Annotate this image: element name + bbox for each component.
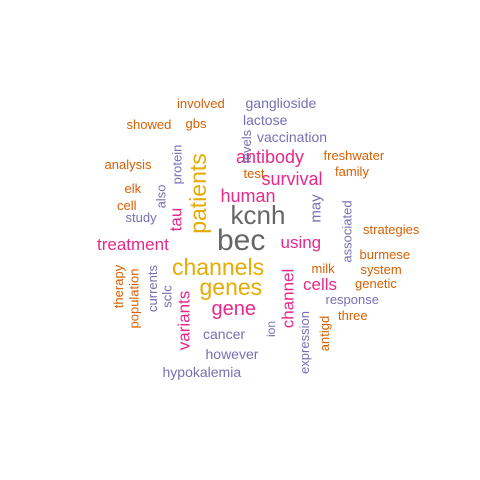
word-three: three xyxy=(338,307,368,323)
word-genetic: genetic xyxy=(355,275,397,291)
word-bec: bec xyxy=(217,224,266,257)
word-however: however xyxy=(205,346,259,362)
word-human: human xyxy=(220,186,276,206)
word-burmese: burmese xyxy=(359,246,411,262)
word-analysis: analysis xyxy=(104,156,152,172)
word-protein: protein xyxy=(169,144,185,184)
word-elk: elk xyxy=(124,180,142,196)
word-ganglioside: ganglioside xyxy=(245,95,317,111)
word-antigd: antigd xyxy=(316,315,332,351)
word-treatment: treatment xyxy=(97,234,169,254)
word-population: population xyxy=(126,268,142,328)
word-currents: currents xyxy=(144,264,160,312)
word-antibody: antibody xyxy=(236,147,305,167)
word-expression: expression xyxy=(296,310,312,374)
word-vaccination: vaccination xyxy=(257,129,328,145)
word-levels: levels xyxy=(238,129,254,163)
word-strategies: strategies xyxy=(363,221,420,237)
word-may: may xyxy=(307,193,325,223)
word-channel: channel xyxy=(278,268,298,328)
word-test: test xyxy=(243,165,265,181)
word-kcnh: kcnh xyxy=(230,200,286,230)
word-associated: associated xyxy=(339,199,355,263)
word-therapy: therapy xyxy=(110,264,126,308)
word-using: using xyxy=(280,232,322,252)
word-family: family xyxy=(335,163,369,179)
word-genes: genes xyxy=(199,273,263,300)
word-channels: channels xyxy=(172,253,265,280)
word-ion: ion xyxy=(264,320,279,338)
word-patients: patients xyxy=(184,152,211,234)
word-milk: milk xyxy=(311,260,335,276)
word-cancer: cancer xyxy=(203,326,246,342)
word-tau: tau xyxy=(166,207,186,231)
word-response: response xyxy=(325,291,379,307)
word-cell: cell xyxy=(117,197,137,213)
word-sclc: sclc xyxy=(159,284,175,308)
word-gbs: gbs xyxy=(185,115,207,131)
word-lactose: lactose xyxy=(243,112,288,128)
word-study: study xyxy=(125,209,157,225)
word-hypokalemia: hypokalemia xyxy=(162,364,242,380)
word-involved: involved xyxy=(177,95,225,111)
word-cells: cells xyxy=(303,274,338,294)
word-survival: survival xyxy=(261,169,323,189)
word-gene: gene xyxy=(211,298,257,320)
word-showed: showed xyxy=(126,116,172,132)
word-also: also xyxy=(153,184,169,208)
word-system: system xyxy=(360,261,402,277)
word-variants: variants xyxy=(174,290,194,350)
word-freshwater: freshwater xyxy=(323,147,385,163)
